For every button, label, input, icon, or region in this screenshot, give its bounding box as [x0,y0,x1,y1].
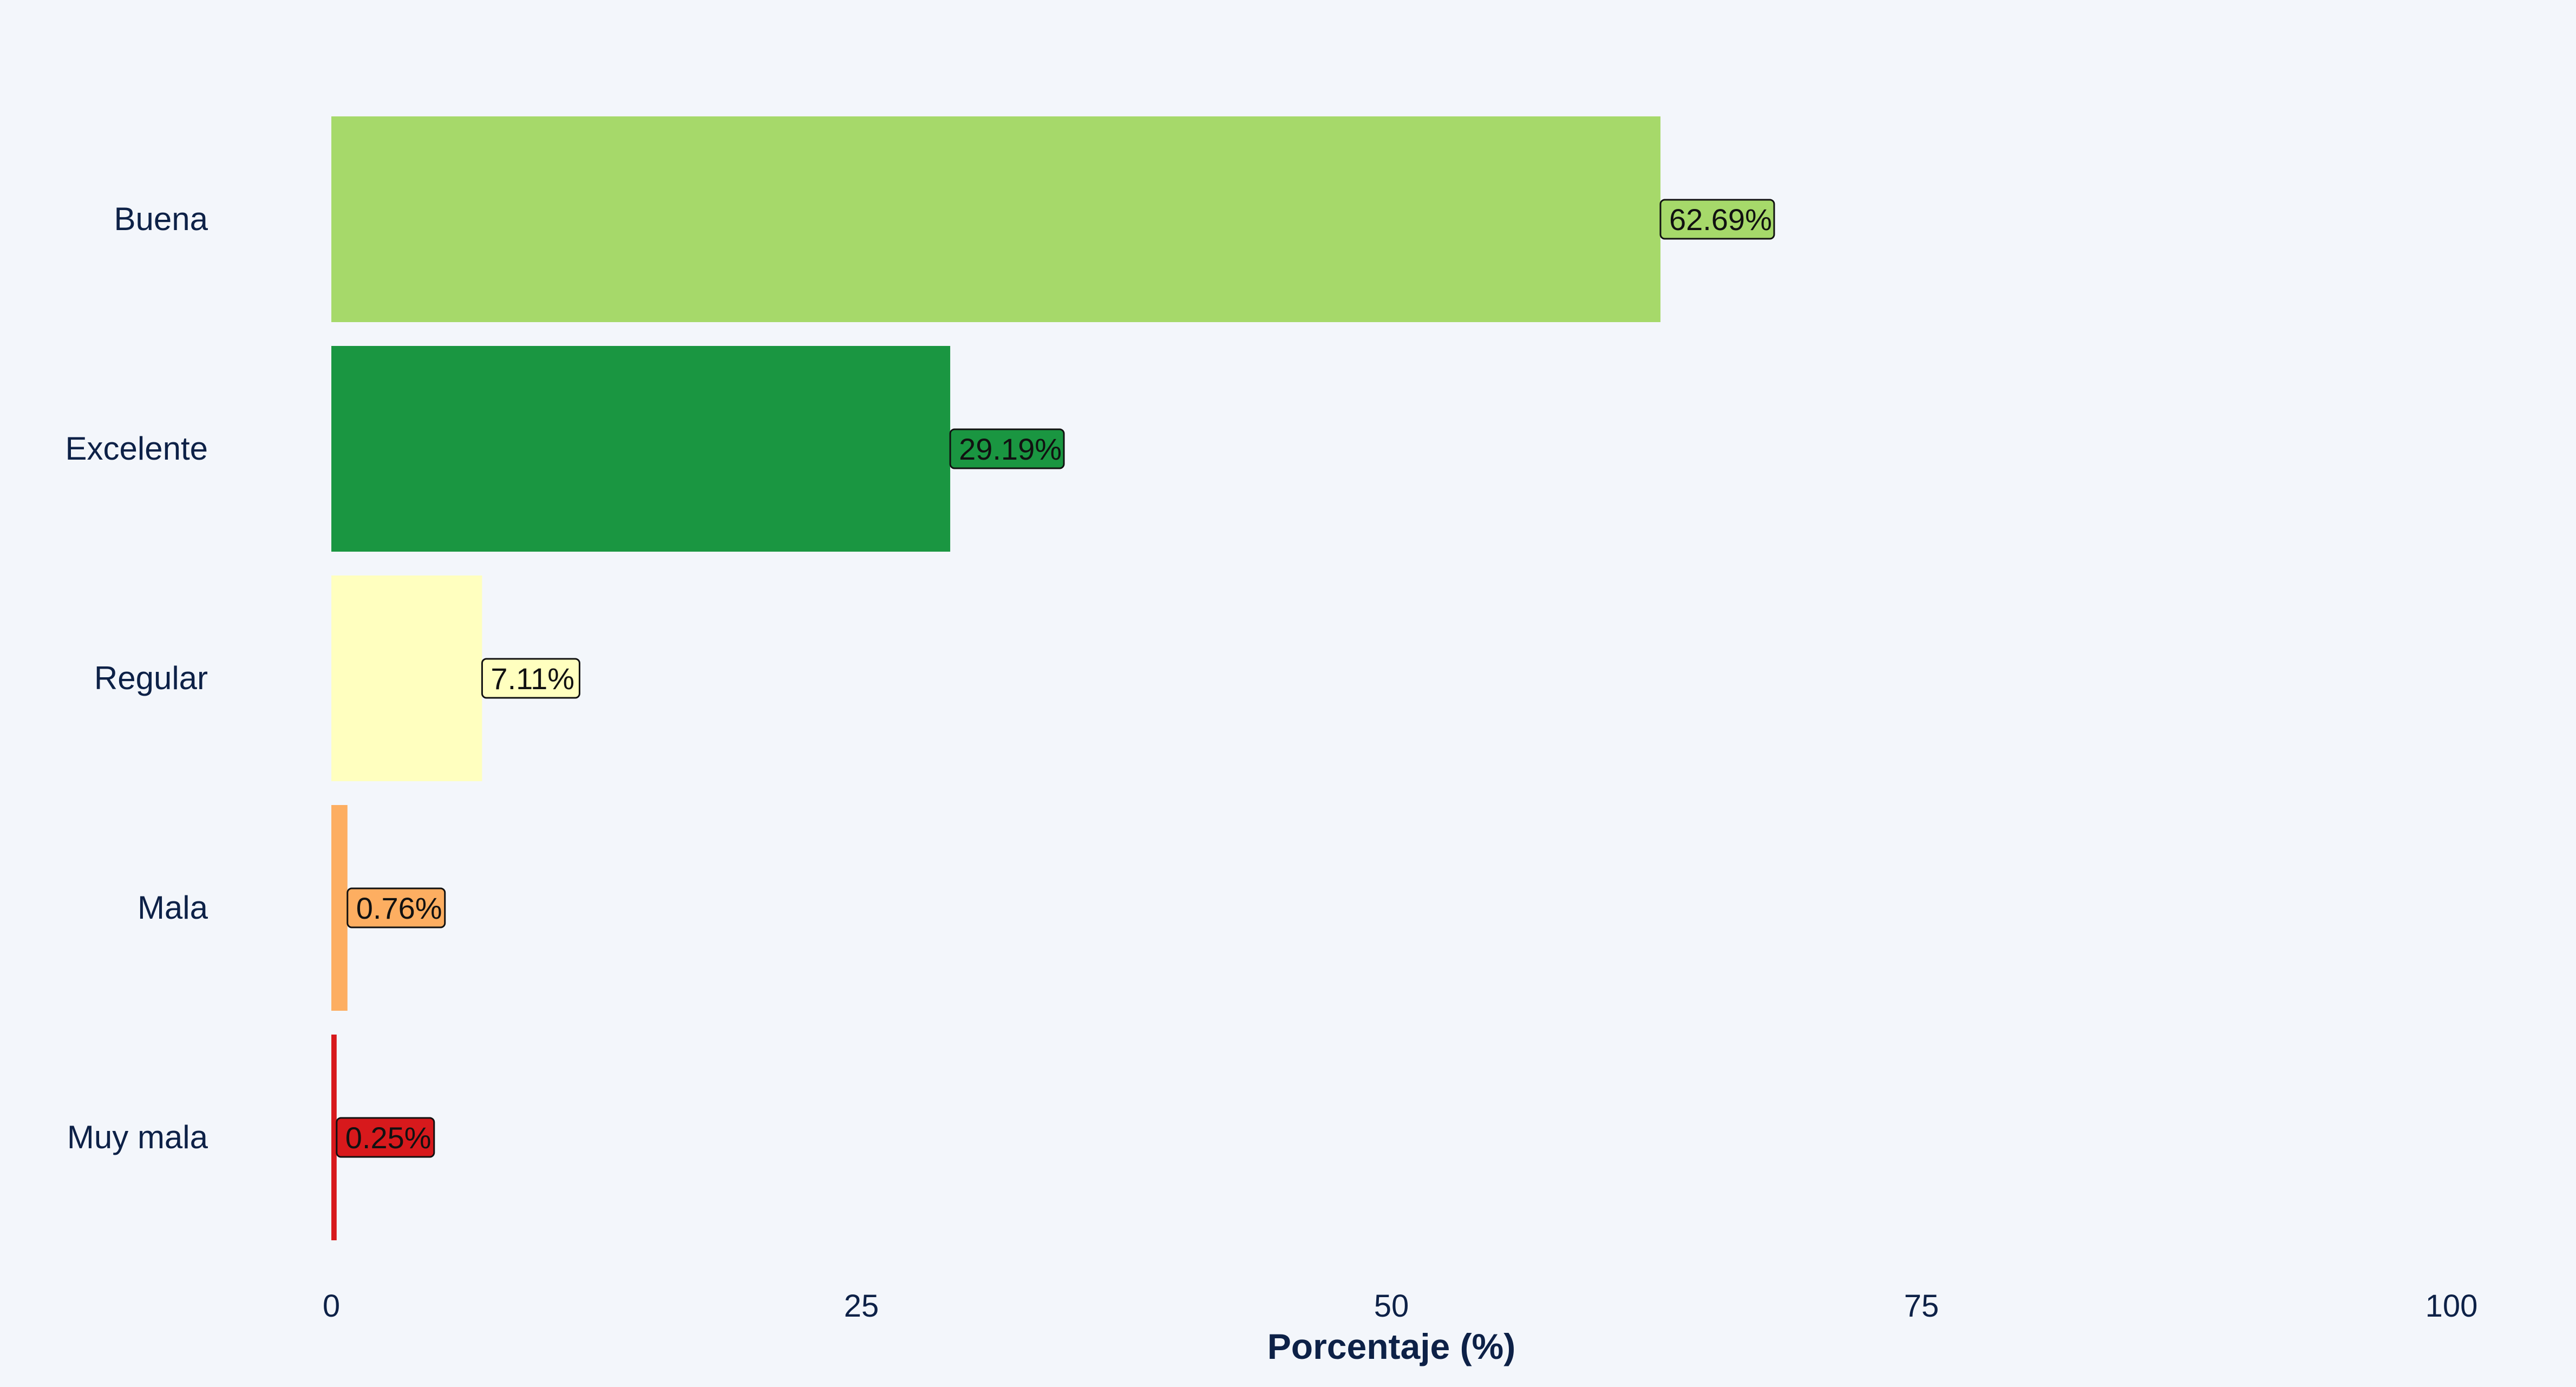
category-label: Mala [138,889,208,926]
value-label-text: 62.69% [1669,202,1772,237]
category-label: Muy mala [67,1119,208,1155]
x-tick-label: 100 [2425,1288,2478,1324]
value-label-text: 0.76% [356,891,442,925]
value-label: 0.25% [336,1117,435,1158]
value-label-text: 29.19% [959,432,1062,466]
value-label-box [336,1117,435,1158]
x-tick-label: 0 [323,1288,340,1324]
x-axis-title: Porcentaje (%) [1267,1326,1515,1366]
bar-regular [331,575,482,781]
value-label-box [481,658,580,699]
value-label: 7.11% [481,658,580,699]
value-label-text: 0.25% [345,1121,431,1155]
value-label-box [949,428,1065,469]
bar-excelente [331,346,951,552]
category-label: Regular [94,660,208,696]
category-labels: Buena Excelente Regular Mala Muy mala [66,201,208,1155]
value-label: 62.69% [1659,199,1775,240]
value-label: 0.76% [346,887,446,928]
bar-buena [331,116,1660,322]
value-label-box [1659,199,1775,240]
x-axis-ticks: 0 25 50 75 100 [323,1288,2478,1324]
value-label-text: 7.11% [491,662,574,696]
x-tick-label: 50 [1374,1288,1409,1324]
x-tick-label: 75 [1904,1288,1939,1324]
bar-muy-mala [331,1035,337,1240]
value-label-box [346,887,446,928]
category-label: Excelente [66,430,208,467]
value-label: 29.19% [949,428,1065,469]
value-labels: 62.69% 29.19% 7.11% 0.76% 0.25% [336,199,1775,1158]
category-label: Buena [114,201,208,237]
x-tick-label: 25 [844,1288,879,1324]
bars-layer [331,116,1660,1240]
bar-mala [331,805,348,1011]
